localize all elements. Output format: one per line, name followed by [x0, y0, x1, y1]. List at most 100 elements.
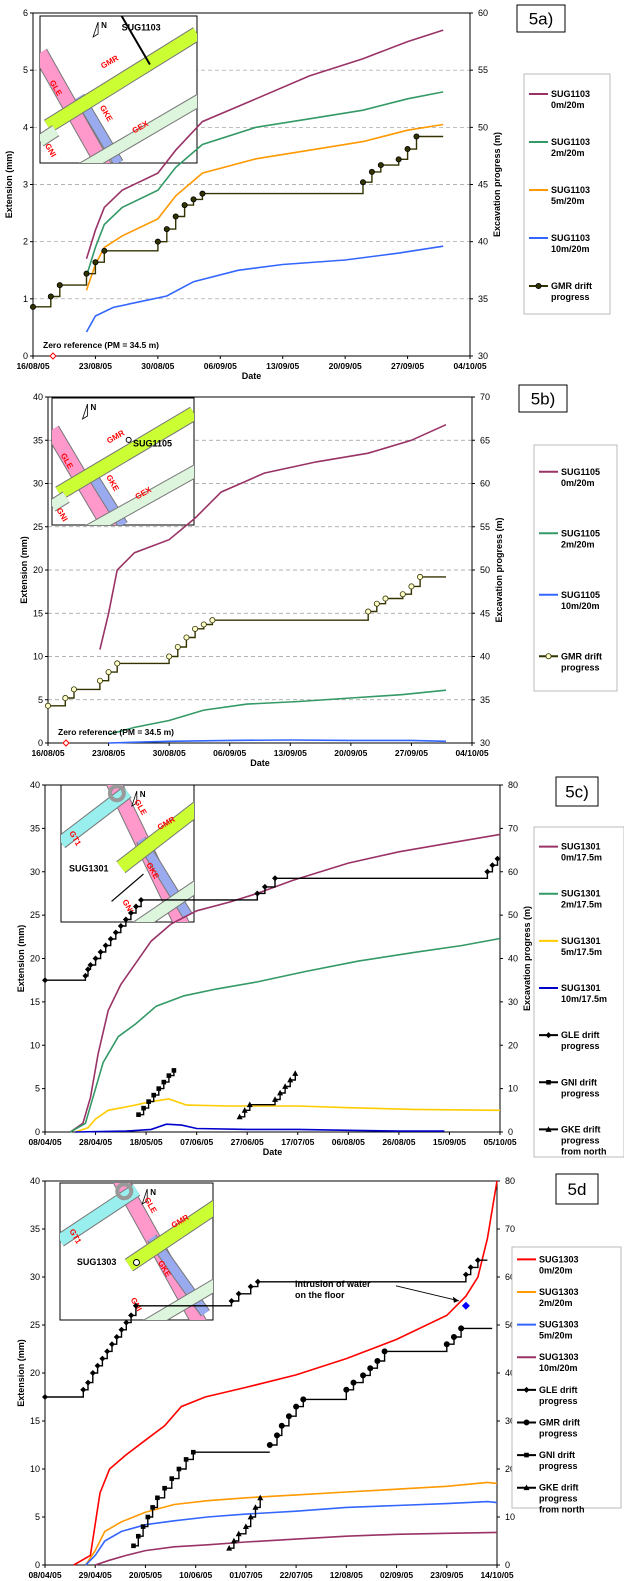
series-line: [85, 1500, 498, 1566]
data-point: [246, 1101, 253, 1108]
legend-label: SUG1103: [551, 185, 590, 195]
legend-label: from north: [539, 1505, 585, 1515]
inset-drawing: [52, 406, 194, 525]
data-point: [241, 1107, 248, 1113]
series-line: [69, 937, 501, 1133]
legend-label: 5m/17.5m: [561, 947, 602, 957]
x-tick-label: 30/08/05: [153, 748, 186, 758]
y2-tick-label: 45: [478, 180, 488, 190]
y-axis-title: Extension (mm): [19, 536, 29, 604]
data-point: [138, 896, 145, 903]
data-point: [42, 977, 48, 984]
legend-label: 2m/20m: [561, 539, 595, 549]
data-point: [226, 1545, 233, 1551]
data-point: [128, 1312, 135, 1319]
data-point: [80, 1386, 87, 1393]
data-point: [343, 1386, 350, 1393]
series-line: [73, 1180, 498, 1566]
data-point: [171, 1068, 177, 1073]
panel-label-box: [518, 384, 568, 413]
y-tick-label: 15: [30, 1416, 40, 1426]
legend-label: from north: [561, 1146, 607, 1156]
sensor-label: SUG1105: [133, 438, 172, 448]
legend-marker: [523, 1386, 530, 1393]
panel-label-box: [555, 1173, 599, 1205]
data-point: [377, 162, 384, 169]
legend-marker: [535, 282, 542, 289]
data-point: [85, 1379, 92, 1386]
y2-tick-label: 35: [478, 294, 488, 304]
x-tick-label: 16/08/05: [31, 748, 64, 758]
data-point: [404, 146, 411, 153]
y-tick-label: 30: [33, 479, 43, 489]
annotation: on the floor: [295, 1290, 345, 1300]
data-point: [484, 868, 491, 875]
y-tick-label: 25: [30, 1320, 40, 1330]
north-arrow-icon: [92, 21, 99, 38]
x-tick-label: 17/07/05: [281, 1137, 314, 1147]
data-point: [293, 1403, 300, 1410]
y2-tick-label: 20: [508, 1040, 518, 1050]
x-tick-label: 26/08/05: [382, 1137, 415, 1147]
legend-label: progress: [551, 292, 590, 302]
data-point: [228, 1298, 235, 1304]
y-tick-label: 40: [30, 780, 40, 790]
data-point: [161, 1079, 167, 1085]
data-point: [166, 653, 173, 660]
x-tick-label: 05/10/05: [483, 1137, 516, 1147]
legend-label: SUG1301: [561, 889, 601, 899]
zero-reference-marker: [62, 739, 70, 747]
y-tick-label: 35: [30, 1224, 40, 1234]
x-axis-title: Date: [250, 758, 270, 768]
data-point: [123, 1319, 130, 1326]
legend-label: progress: [539, 1396, 578, 1406]
legend-label: 2m/20m: [551, 148, 585, 158]
data-point: [169, 1476, 175, 1481]
data-point: [190, 196, 197, 203]
data-point: [163, 226, 170, 233]
y2-tick-label: 35: [480, 695, 490, 705]
x-tick-label: 13/09/05: [274, 748, 307, 758]
x-tick-label: 27/09/05: [395, 748, 428, 758]
legend-marker: [523, 1419, 530, 1426]
y-tick-label: 30: [30, 867, 40, 877]
panel-label: 5d: [568, 1180, 587, 1199]
data-point: [450, 1334, 457, 1341]
data-point: [172, 213, 179, 220]
x-tick-label: 29/04/05: [79, 1570, 112, 1580]
north-label: N: [150, 1188, 156, 1197]
legend-label: GNI drift: [539, 1450, 575, 1460]
y2-tick-label: 65: [480, 435, 490, 445]
data-point: [105, 669, 112, 676]
legend-marker: [524, 1452, 529, 1458]
data-point: [133, 903, 139, 910]
y2-tick-label: 55: [478, 65, 488, 75]
annotation: Zero reference (PM = 34.5 m): [43, 340, 159, 350]
data-point: [162, 1485, 167, 1491]
legend-box: [533, 444, 618, 692]
data-point: [107, 935, 114, 942]
x-tick-label: 02/09/05: [380, 1570, 413, 1580]
x-tick-label: 08/04/05: [28, 1570, 61, 1580]
data-point: [192, 625, 199, 632]
y2-tick-label: 55: [480, 522, 490, 532]
data-point: [101, 247, 108, 254]
y2-tick-label: 70: [505, 1224, 515, 1234]
series-line: [239, 1073, 296, 1118]
y-tick-label: 10: [33, 652, 43, 662]
y-tick-label: 5: [38, 695, 43, 705]
data-point: [247, 1283, 254, 1290]
data-point: [131, 1543, 136, 1549]
annotation-arrow: [395, 1285, 460, 1302]
x-tick-label: 10/06/05: [179, 1570, 212, 1580]
north-label: N: [91, 403, 97, 412]
legend-label: 2m/20m: [539, 1298, 573, 1308]
legend-label: 10m/20m: [561, 601, 600, 611]
y-tick-label: 5: [23, 65, 28, 75]
x-tick-label: 18/05/05: [130, 1137, 163, 1147]
annotation: Intrusion of water: [295, 1279, 371, 1289]
data-point: [199, 190, 206, 197]
